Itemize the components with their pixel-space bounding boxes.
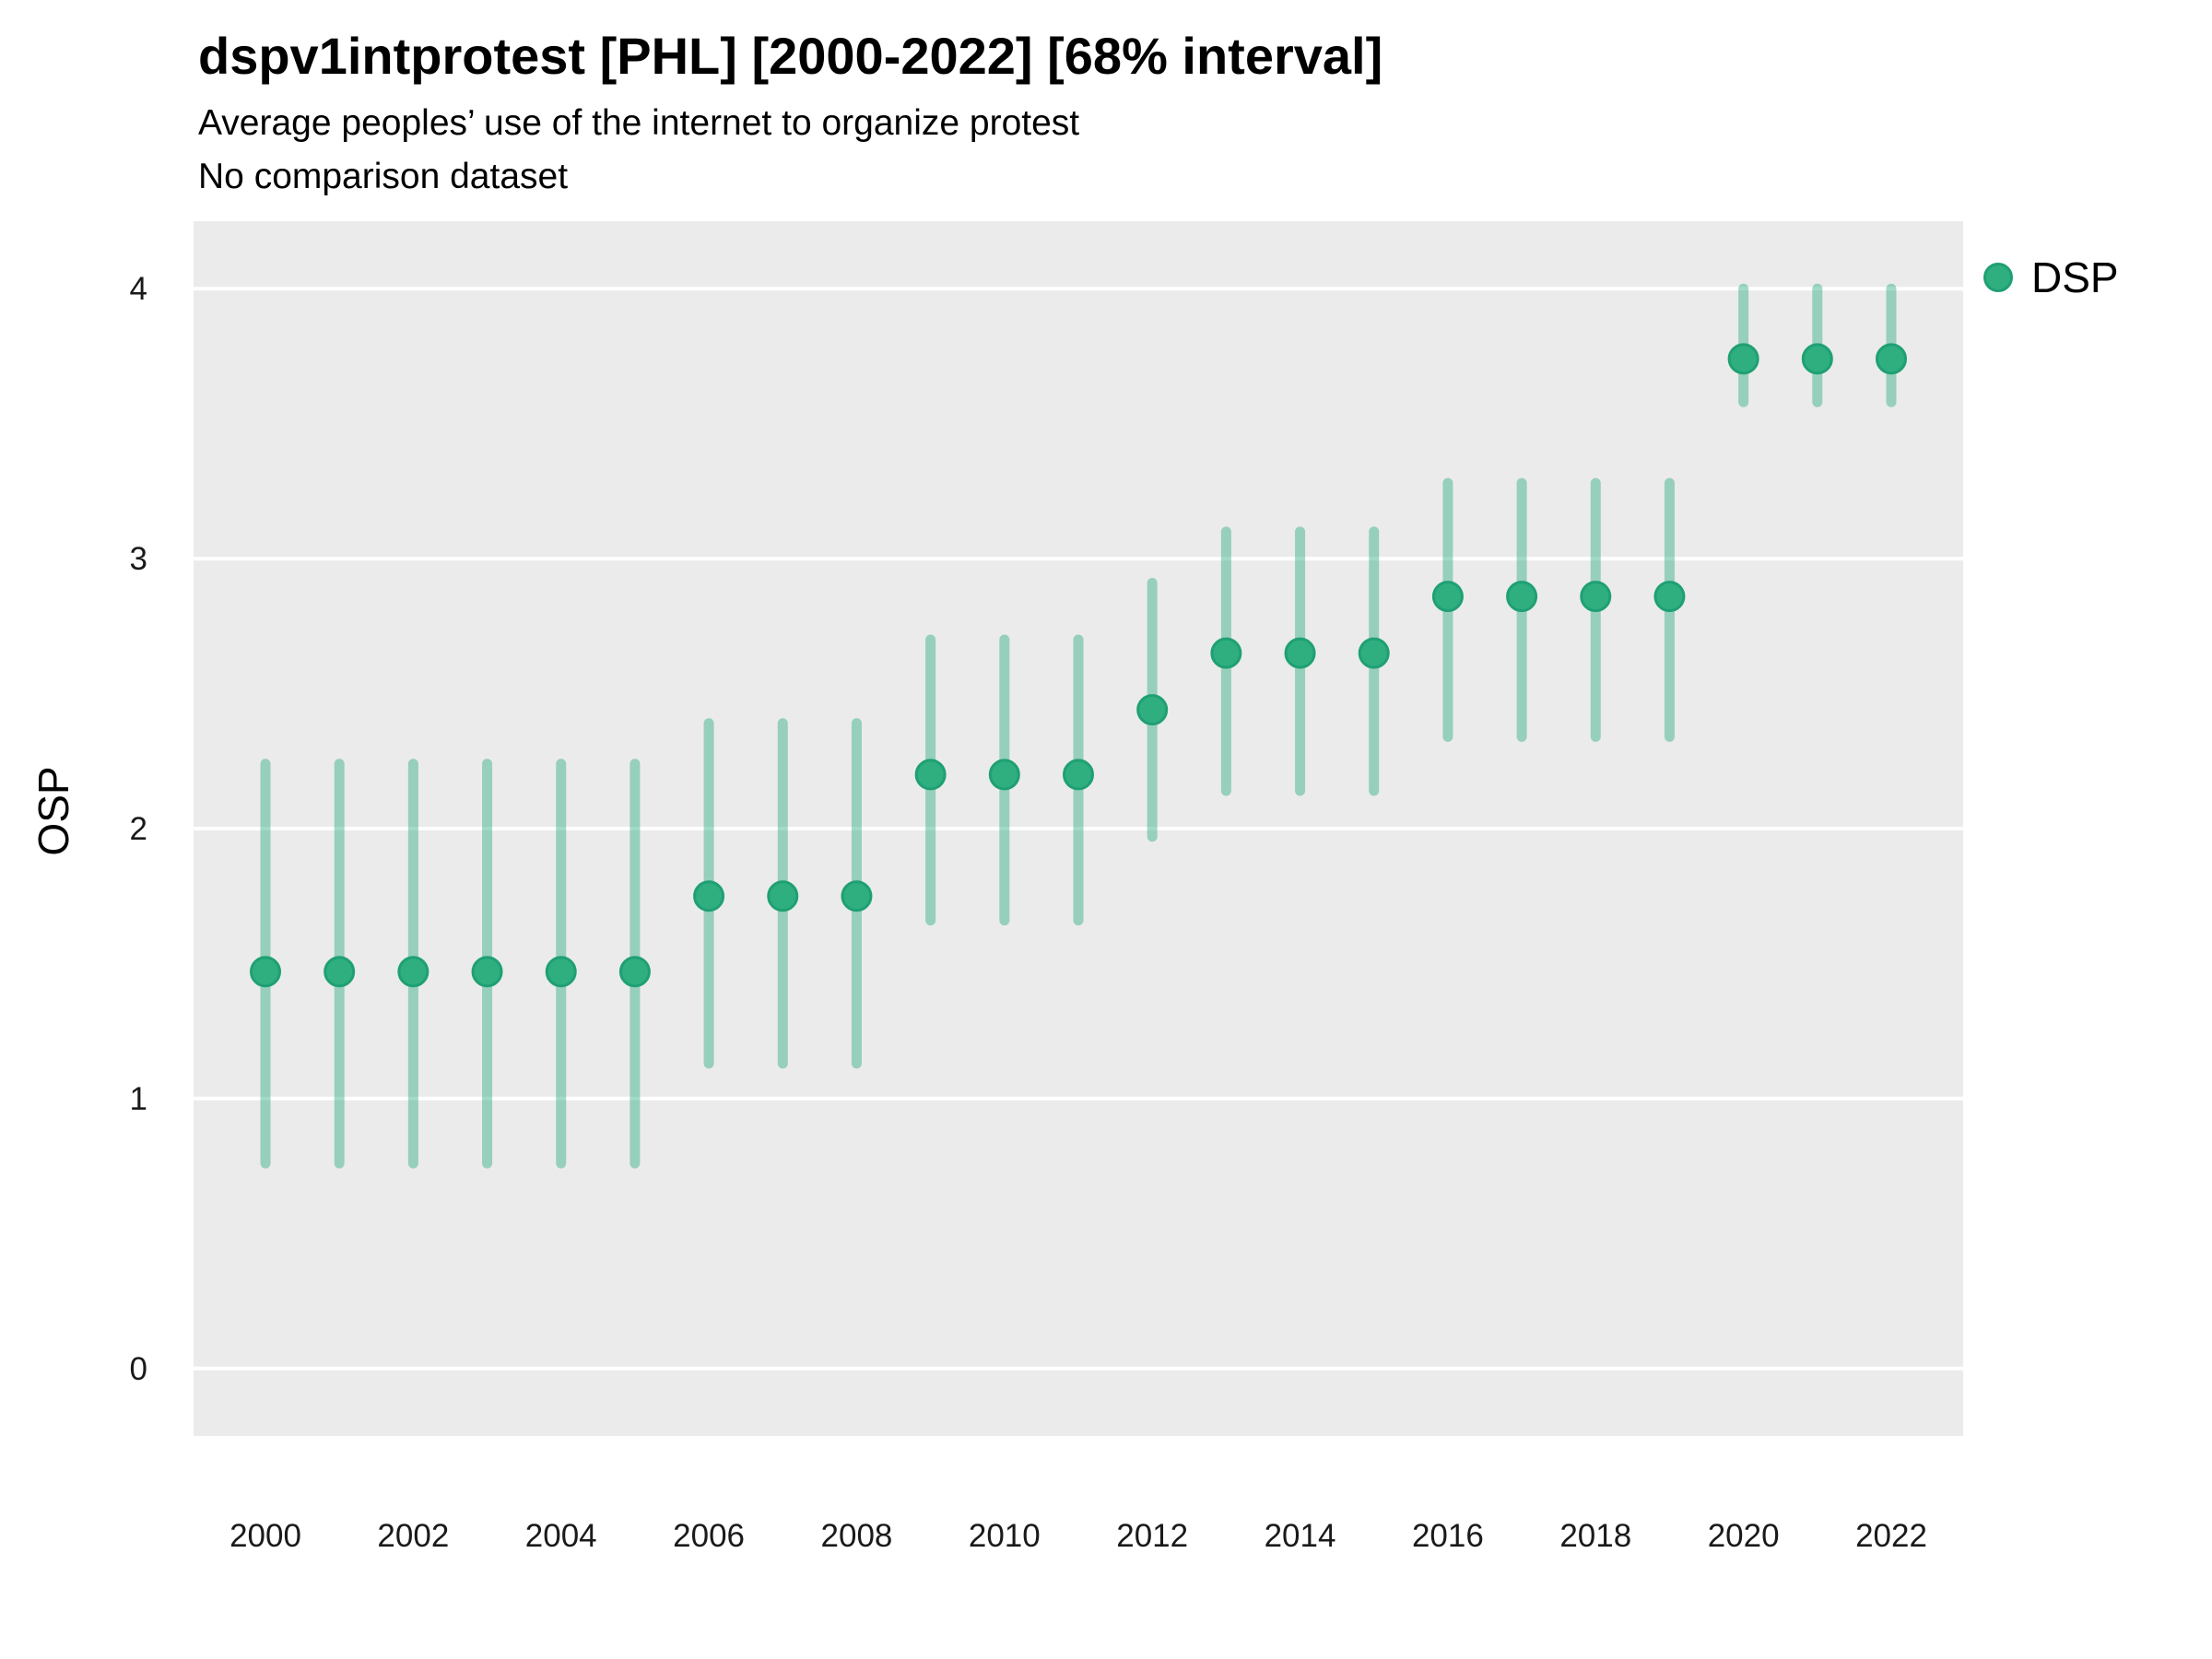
data-point (1727, 343, 1759, 375)
x-tick-label: 2016 (1412, 1518, 1484, 1554)
data-point (693, 880, 725, 912)
x-tick-label: 2020 (1708, 1518, 1780, 1554)
legend: DSP (1983, 253, 2119, 302)
y-tick-label: 0 (130, 1351, 147, 1387)
data-point (1580, 581, 1612, 613)
data-point (1876, 343, 1907, 375)
x-tick-label: 2000 (229, 1518, 301, 1554)
x-tick-label: 2006 (673, 1518, 745, 1554)
x-tick-label: 2012 (1116, 1518, 1188, 1554)
data-point (914, 759, 947, 791)
x-tick-label: 2008 (821, 1518, 893, 1554)
chart-title: dspv1intprotest [PHL] [2000-2022] [68% i… (198, 27, 1383, 85)
data-point (471, 956, 503, 988)
x-tick-label: 2010 (969, 1518, 1041, 1554)
x-tick-label: 2004 (525, 1518, 597, 1554)
data-point (250, 956, 281, 988)
data-point (1801, 343, 1833, 375)
y-tick-label: 4 (130, 271, 147, 307)
data-point (841, 880, 873, 912)
data-point (1431, 581, 1464, 613)
data-point (618, 956, 651, 988)
data-point (397, 956, 429, 988)
data-point (988, 759, 1020, 791)
legend-label: DSP (2031, 253, 2119, 301)
data-point (767, 880, 799, 912)
data-point (324, 956, 356, 988)
data-point (1063, 759, 1094, 791)
data-point (545, 956, 577, 988)
x-tick-label: 2014 (1265, 1518, 1336, 1554)
y-tick-label: 2 (130, 811, 147, 847)
data-point (1506, 581, 1538, 613)
data-point (1210, 637, 1242, 669)
y-tick-label: 1 (130, 1081, 147, 1117)
data-point (1653, 581, 1686, 613)
y-tick-label: 3 (130, 541, 147, 577)
y-axis-title: OSP (29, 766, 77, 856)
data-point (1284, 637, 1316, 669)
chart-subtitle: Average peoples’ use of the internet to … (198, 103, 1080, 143)
legend-point-icon (1983, 263, 2013, 292)
data-point (1358, 637, 1390, 669)
x-tick-label: 2022 (1855, 1518, 1927, 1554)
x-tick-label: 2002 (377, 1518, 449, 1554)
data-point (1136, 694, 1169, 726)
x-tick-label: 2018 (1559, 1518, 1631, 1554)
chart-note: No comparison dataset (198, 157, 569, 196)
